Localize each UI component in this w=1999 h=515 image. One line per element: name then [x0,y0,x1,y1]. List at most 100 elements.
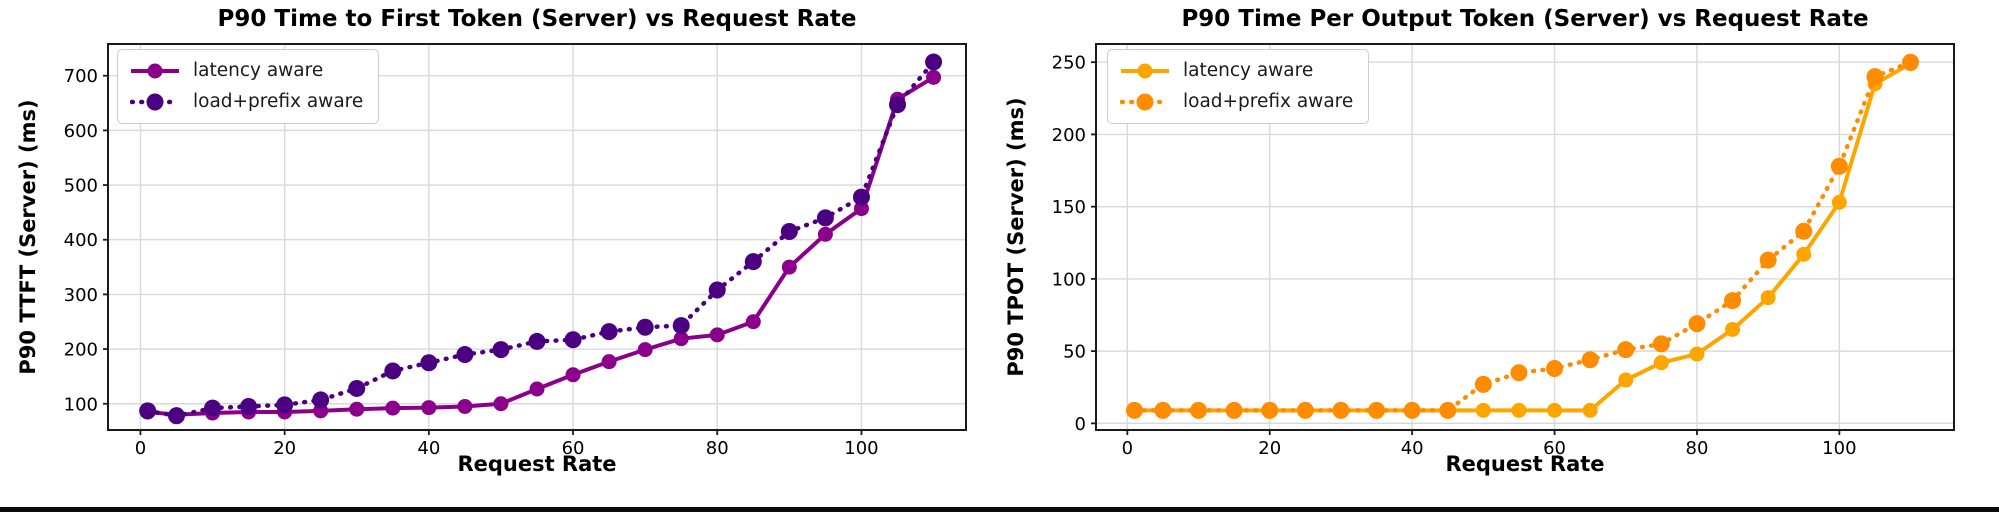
legend-label: load+prefix aware [1183,91,1354,112]
data-point-marker [312,391,330,409]
y-tick-label: 500 [64,176,98,197]
x-tick-label: 40 [417,438,440,459]
data-point-marker [1582,402,1598,418]
data-point-marker [565,367,581,383]
data-point-marker [1618,372,1634,388]
x-tick-label: 20 [273,438,296,459]
data-point-marker [1617,341,1635,359]
plot-border [107,43,967,431]
legend-item-load-prefix-aware: load+prefix aware [1120,91,1353,113]
data-point-marker [1332,401,1350,419]
ttft-y-axis-label: P90 TTFT (Server) (ms) [16,99,40,375]
data-point-marker [1439,401,1457,419]
data-point-marker [708,281,726,299]
data-point-marker [816,209,834,227]
data-point-marker [1403,401,1421,419]
data-point-marker [852,188,870,206]
tpot-y-axis-label: P90 TPOT (Server) (ms) [1004,97,1028,377]
y-tick-label: 300 [64,285,98,306]
y-tick-label: 150 [1052,197,1086,218]
tpot-legend: latency aware load+prefix aware [1107,49,1370,124]
ttft-x-axis-label: Request Rate [457,452,617,476]
data-point-marker [1511,402,1527,418]
data-point-marker [744,253,762,271]
data-point-marker [1547,402,1563,418]
data-point-marker [167,407,185,425]
x-tick-label: 20 [1258,438,1281,459]
data-point-marker [601,354,617,370]
x-tick-label: 0 [1122,438,1133,459]
data-point-marker [1830,157,1848,175]
data-point-marker [1474,375,1492,393]
legend-label: latency aware [193,60,324,81]
data-point-marker [1725,321,1741,337]
data-point-marker [1190,401,1208,419]
data-point-marker [1581,351,1599,369]
data-point-marker [1510,364,1528,382]
solid-line-sample-icon [1121,63,1169,79]
data-point-marker [204,399,222,417]
data-point-marker [925,53,943,71]
data-point-marker [1796,246,1812,262]
x-tick-label: 80 [706,438,729,459]
data-point-marker [421,400,437,416]
ttft-chart-title: P90 Time to First Token (Server) vs Requ… [217,6,857,32]
x-tick-label: 60 [1543,438,1566,459]
y-tick-label: 400 [64,230,98,251]
data-point-marker [420,354,438,372]
x-tick-label: 100 [844,438,878,459]
plot-border [1095,43,1955,431]
solid-line-sample-icon [131,63,179,79]
data-point-marker [276,396,294,414]
legend-item-latency-aware: latency aware [130,60,363,82]
data-point-marker [385,400,401,416]
data-point-marker [709,327,725,343]
x-tick-label: 80 [1686,438,1709,459]
data-point-marker [673,331,689,347]
y-tick-label: 0 [1075,414,1086,435]
data-point-marker [1831,194,1847,210]
y-tick-label: 250 [1052,53,1086,74]
data-point-marker [492,341,510,359]
data-point-marker [1760,290,1776,306]
data-point-marker [637,342,653,358]
data-point-marker [1795,222,1813,240]
data-point-marker [1475,402,1491,418]
y-tick-label: 200 [1052,125,1086,146]
data-point-marker [1866,68,1884,86]
data-point-marker [240,397,258,415]
data-point-marker [1225,401,1243,419]
data-point-marker [745,314,761,330]
x-tick-label: 40 [1401,438,1424,459]
tpot-chart-panel: 0 20 40 60 80 100 0 50 100 150 200 250 P90 Time Per… [999,0,1999,508]
data-point-marker [1688,315,1706,333]
data-point-marker [1546,359,1564,377]
series-line-dotted [1132,59,1913,413]
ttft-chart-panel: 0 20 40 60 80 100 100 200 300 400 500 600 700 P90 Ti… [0,0,1000,508]
data-point-marker [780,223,798,241]
x-tick-label: 100 [1822,438,1856,459]
x-tick-label: 60 [562,438,585,459]
data-point-marker [1261,401,1279,419]
tpot-chart-title: P90 Time Per Output Token (Server) vs Re… [1181,6,1869,32]
data-point-marker [636,318,654,336]
data-point-marker [493,396,509,412]
legend-item-load-prefix-aware: load+prefix aware [130,91,363,113]
data-point-marker [456,346,474,364]
data-point-marker [457,398,473,414]
y-tick-label: 200 [64,340,98,361]
dotted-line-sample-icon [130,93,180,111]
data-point-marker [926,69,942,85]
data-point-marker [384,362,402,380]
data-point-marker [1689,346,1705,362]
legend-item-latency-aware: latency aware [1120,60,1353,82]
data-point-marker [529,381,545,397]
data-point-marker [600,323,618,341]
data-point-marker [1759,251,1777,269]
ttft-legend: latency aware load+prefix aware [117,49,380,124]
data-point-marker [1652,335,1670,353]
y-tick-label: 50 [1063,342,1086,363]
data-point-marker [1125,401,1143,419]
legend-label: latency aware [1183,60,1314,81]
